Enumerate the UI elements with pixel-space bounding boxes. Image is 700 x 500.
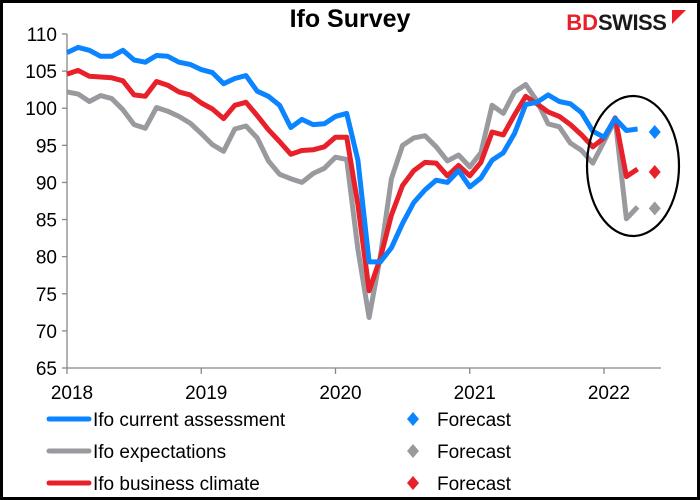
y-tick-label: 75 <box>36 285 57 306</box>
legend-forecast-label: Forecast <box>437 474 512 495</box>
logo-swiss-cross-icon <box>672 10 686 24</box>
logo-bd: BD <box>566 10 598 35</box>
y-tick-label: 65 <box>36 359 57 380</box>
series-line-ifo-expectations <box>66 82 640 320</box>
series-line-ifo-current-assessment <box>65 44 638 265</box>
y-tick-label: 110 <box>27 25 57 46</box>
y-tick-label: 70 <box>36 322 57 343</box>
x-tick-label: 2019 <box>185 383 227 404</box>
y-tick-label: 80 <box>36 248 57 269</box>
x-tick-label: 2018 <box>51 383 93 404</box>
x-tick-label: 2020 <box>319 383 361 404</box>
legend-diamond-icon <box>407 412 419 426</box>
highlight-ellipse <box>585 94 681 238</box>
chart-title: Ifo Survey <box>290 5 411 33</box>
y-tick-label: 85 <box>36 211 57 232</box>
forecast-point-ifo-business-climate <box>648 165 661 180</box>
legend-diamond-icon <box>407 476 419 490</box>
legend-label: Ifo current assessment <box>93 410 286 431</box>
x-tick-label: 2022 <box>588 383 630 404</box>
forecast-point-ifo-expectations <box>648 201 661 216</box>
y-tick-label: 100 <box>25 99 57 120</box>
logo-swiss: SWISS <box>598 10 666 35</box>
legend-label: Ifo expectations <box>93 442 226 463</box>
y-tick-label: 95 <box>36 136 57 157</box>
legend-diamond-icon <box>407 444 419 458</box>
legend-forecast-label: Forecast <box>437 410 512 431</box>
forecast-point-ifo-current-assessment <box>648 124 661 139</box>
series-line-ifo-business-climate <box>66 67 639 294</box>
y-tick-label: 105 <box>25 62 57 83</box>
legend-label: Ifo business climate <box>93 474 260 495</box>
x-tick-label: 2021 <box>454 383 496 404</box>
legend-forecast-label: Forecast <box>437 442 512 463</box>
y-tick-label: 90 <box>36 173 57 194</box>
